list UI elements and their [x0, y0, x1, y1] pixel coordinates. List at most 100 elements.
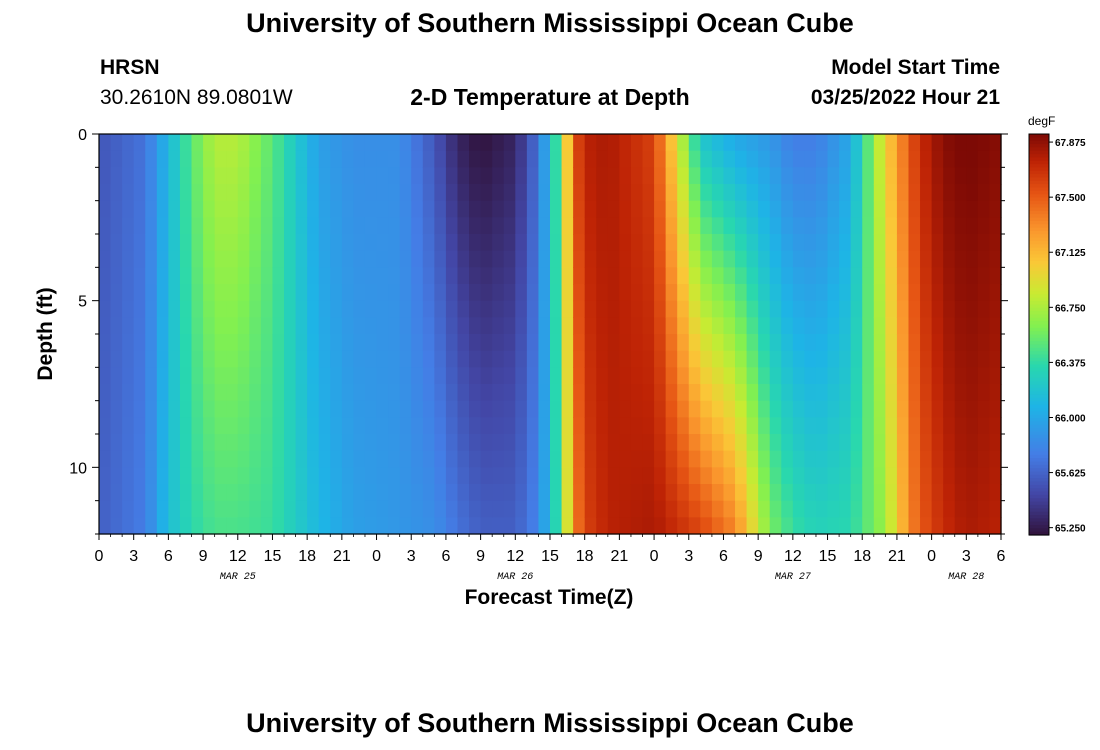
heatmap-cell — [677, 484, 690, 502]
heatmap-cell — [792, 150, 806, 168]
heatmap-cell — [896, 317, 910, 335]
heatmap-cell — [538, 400, 551, 418]
heatmap-cell — [214, 167, 227, 185]
heatmap-cell — [758, 350, 771, 368]
x-tick-label: 3 — [684, 548, 693, 565]
heatmap-cell — [330, 417, 343, 435]
heatmap-cell — [630, 200, 644, 218]
heatmap-cell — [295, 384, 308, 402]
heatmap-cell — [480, 300, 493, 318]
heatmap-cell — [781, 484, 794, 502]
heatmap-cell — [492, 150, 505, 168]
heatmap-cell — [966, 284, 979, 302]
heatmap-cell — [931, 267, 944, 285]
heatmap-cell — [700, 450, 713, 468]
heatmap-cell — [804, 400, 817, 418]
heatmap-cell — [839, 184, 852, 202]
colorbar-segment — [1029, 411, 1049, 416]
heatmap-cell — [665, 484, 678, 502]
heatmap-cell — [792, 250, 806, 268]
heatmap-cell — [515, 217, 528, 235]
heatmap-cell — [249, 250, 262, 268]
heatmap-cell — [630, 450, 644, 468]
heatmap-cell — [688, 517, 701, 535]
heatmap-cell — [307, 434, 320, 452]
heatmap-cell — [226, 300, 239, 318]
heatmap-cell — [99, 500, 112, 518]
heatmap-cell — [399, 450, 412, 468]
heatmap-cell — [873, 200, 886, 218]
heatmap-cell — [388, 500, 401, 518]
heatmap-cell — [156, 334, 169, 352]
heatmap-cell — [596, 467, 609, 485]
heatmap-cell — [550, 367, 563, 385]
heatmap-cell — [908, 150, 921, 168]
heatmap-cell — [179, 250, 193, 268]
heatmap-cell — [492, 167, 505, 185]
heatmap-cell — [839, 250, 852, 268]
heatmap-cell — [249, 367, 262, 385]
heatmap-cell — [110, 350, 123, 368]
heatmap-cell — [804, 167, 817, 185]
heatmap-cell — [619, 300, 632, 318]
heatmap-cell — [272, 217, 285, 235]
heatmap-cell — [422, 334, 435, 352]
heatmap-cell — [896, 434, 910, 452]
heatmap-cell — [896, 200, 910, 218]
heatmap-cell — [735, 300, 748, 318]
heatmap-cell — [179, 134, 193, 152]
heatmap-cell — [492, 234, 505, 252]
heatmap-cell — [469, 134, 482, 152]
heatmap-cell — [839, 317, 852, 335]
heatmap-cell — [746, 384, 759, 402]
heatmap-cell — [839, 284, 852, 302]
colorbar-segment — [1029, 197, 1049, 202]
heatmap-cell — [469, 300, 482, 318]
heatmap-cell — [330, 367, 343, 385]
heatmap-cell — [249, 184, 262, 202]
heatmap-cell — [758, 167, 771, 185]
heatmap-cell — [896, 484, 910, 502]
heatmap-cell — [249, 350, 262, 368]
heatmap-cell — [573, 217, 586, 235]
heatmap-cell — [607, 350, 620, 368]
heatmap-cell — [272, 134, 285, 152]
heatmap-cell — [538, 150, 551, 168]
heatmap-cell — [445, 334, 459, 352]
heatmap-cell — [977, 417, 991, 435]
heatmap-cell — [168, 234, 181, 252]
heatmap-cell — [735, 200, 748, 218]
heatmap-cell — [573, 300, 586, 318]
heatmap-cell — [700, 217, 713, 235]
heatmap-cell — [226, 384, 239, 402]
heatmap-cell — [249, 417, 262, 435]
heatmap-cell — [758, 300, 771, 318]
heatmap-cell — [156, 367, 169, 385]
heatmap-cell — [480, 250, 493, 268]
heatmap-cell — [226, 400, 239, 418]
heatmap-cell — [295, 150, 308, 168]
heatmap-cell — [191, 400, 204, 418]
heatmap-cell — [515, 384, 528, 402]
heatmap-cell — [607, 484, 620, 502]
heatmap-cell — [445, 400, 459, 418]
colorbar-segment — [1029, 377, 1049, 382]
heatmap-cell — [469, 434, 482, 452]
heatmap-cell — [781, 450, 794, 468]
heatmap-cell — [133, 234, 146, 252]
heatmap-cell — [307, 300, 320, 318]
heatmap-cell — [364, 367, 378, 385]
heatmap-cell — [526, 250, 540, 268]
heatmap-cell — [122, 150, 135, 168]
heatmap-cell — [330, 217, 343, 235]
heatmap-cell — [827, 167, 840, 185]
heatmap-cell — [133, 500, 146, 518]
heatmap-cell — [746, 184, 759, 202]
heatmap-cell — [145, 350, 158, 368]
heatmap-cell — [249, 334, 262, 352]
heatmap-cell — [445, 450, 459, 468]
colorbar-segment — [1029, 291, 1049, 295]
heatmap-cell — [596, 500, 609, 518]
heatmap-cell — [168, 167, 181, 185]
